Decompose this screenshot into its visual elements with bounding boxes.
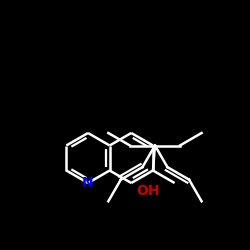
Text: N: N: [82, 176, 94, 190]
Text: OH: OH: [136, 184, 160, 198]
